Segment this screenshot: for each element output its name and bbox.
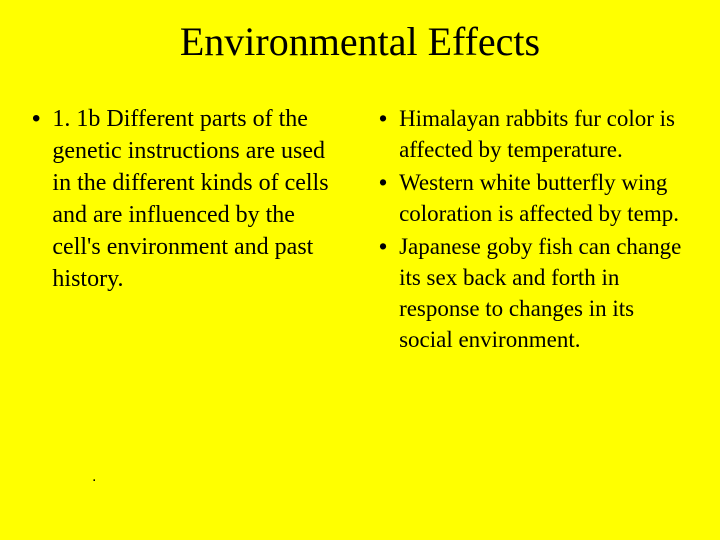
list-item: • Himalayan rabbits fur color is affecte… [377, 103, 692, 165]
stray-mark: . [92, 468, 96, 486]
bullet-text: Himalayan rabbits fur color is affected … [399, 103, 692, 165]
left-column: • 1. 1b Different parts of the genetic i… [30, 103, 367, 357]
list-item: • Western white butterfly wing coloratio… [377, 167, 692, 229]
bullet-text: Western white butterfly wing coloration … [399, 167, 692, 229]
right-column: • Himalayan rabbits fur color is affecte… [367, 103, 692, 357]
slide: Environmental Effects • 1. 1b Different … [0, 0, 720, 540]
slide-title: Environmental Effects [0, 18, 720, 65]
list-item: • Japanese goby fish can change its sex … [377, 231, 692, 355]
bullet-text: 1. 1b Different parts of the genetic ins… [52, 103, 345, 295]
content-columns: • 1. 1b Different parts of the genetic i… [0, 103, 720, 357]
bullet-icon: • [377, 167, 399, 198]
list-item: • 1. 1b Different parts of the genetic i… [30, 103, 345, 295]
bullet-icon: • [377, 103, 399, 134]
bullet-text: Japanese goby fish can change its sex ba… [399, 231, 692, 355]
bullet-icon: • [377, 231, 399, 262]
bullet-icon: • [30, 103, 52, 135]
